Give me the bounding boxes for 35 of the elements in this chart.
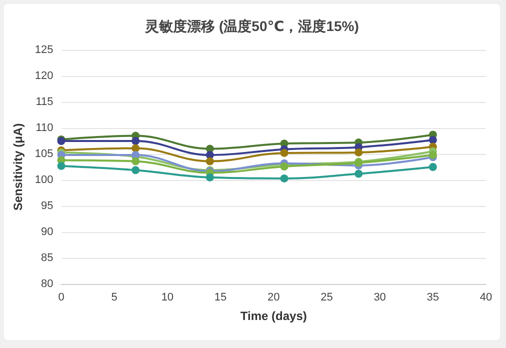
point — [428, 136, 437, 144]
x-axis-title: Time (days) — [240, 309, 307, 323]
point — [132, 144, 140, 152]
chart-title: 灵敏度漂移 (温度50℃，湿度15%) — [144, 18, 359, 34]
y-tick-label: 85 — [41, 252, 54, 264]
y-tick-label: 80 — [41, 278, 54, 290]
y-tick-label: 95 — [41, 200, 54, 212]
y-tick-label: 100 — [34, 174, 54, 186]
x-tick-label: 5 — [111, 292, 118, 304]
point — [57, 162, 66, 170]
y-tick-label: 120 — [34, 70, 54, 82]
x-tick-label: 35 — [426, 292, 440, 304]
y-tick-label: 90 — [41, 226, 54, 238]
x-tick-label: 0 — [58, 292, 64, 304]
point — [428, 163, 437, 171]
x-tick-label: 30 — [374, 292, 386, 304]
point — [132, 137, 140, 145]
point — [280, 148, 288, 157]
y-tick-label: 110 — [36, 122, 54, 134]
y-tick-label: 115 — [36, 96, 54, 108]
x-tick-label: 40 — [480, 292, 492, 304]
point — [354, 148, 363, 156]
y-tick-label: 105 — [34, 148, 54, 160]
point — [354, 170, 363, 178]
point — [132, 157, 140, 166]
y-axis-title: Sensitivity (μA) — [11, 123, 25, 211]
point — [206, 157, 214, 166]
x-tick-label: 20 — [268, 292, 280, 304]
point — [206, 173, 214, 182]
point — [132, 166, 140, 174]
x-tick-label: 25 — [320, 292, 333, 304]
x-tick-label: 10 — [161, 292, 174, 304]
point — [280, 174, 288, 182]
y-tick-label: 125 — [34, 44, 54, 56]
x-tick-label: 15 — [214, 292, 227, 304]
